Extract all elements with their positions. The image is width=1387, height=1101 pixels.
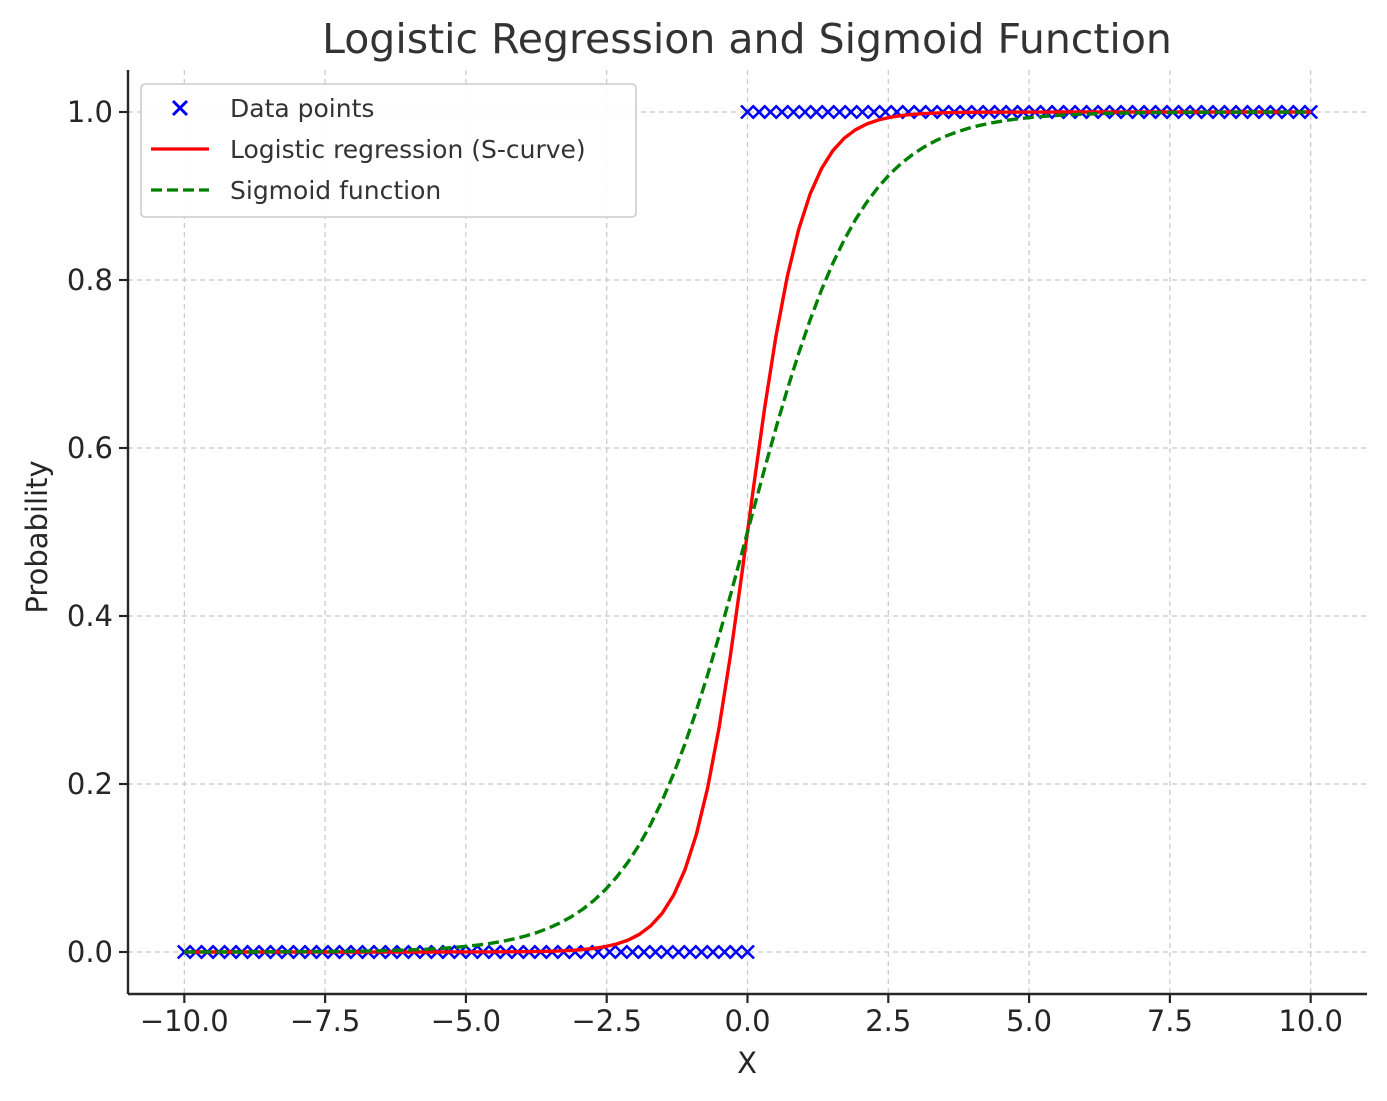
data-point [705, 944, 721, 960]
data-point [774, 104, 790, 120]
data-point [1303, 104, 1319, 120]
x-tick-label: 10.0 [1278, 1004, 1343, 1038]
legend-item-sigmoid: Sigmoid function [151, 176, 441, 205]
data-point [866, 104, 882, 120]
legend-label-logistic-regression: Logistic regression (S-curve) [230, 135, 586, 164]
legend-item-logistic-regression: Logistic regression (S-curve) [151, 135, 586, 164]
data-point [648, 944, 663, 960]
data-point [717, 944, 732, 960]
legend: Data points Logistic regression (S-curve… [140, 83, 637, 218]
data-point [659, 944, 675, 960]
data-point [797, 104, 813, 120]
data-point [625, 944, 640, 960]
data-point [763, 104, 778, 120]
data-point [820, 104, 836, 120]
x-tick-label: −10.0 [140, 1004, 229, 1038]
x-tick-label: −2.5 [571, 1004, 641, 1038]
axes [119, 70, 1367, 1003]
data-point [843, 104, 859, 120]
x-marker-icon [171, 99, 189, 117]
legend-label-sigmoid: Sigmoid function [230, 176, 441, 205]
x-tick-label: 0.0 [724, 1004, 770, 1038]
chart-title: Logistic Regression and Sigmoid Function [322, 15, 1172, 63]
data-point [176, 944, 192, 960]
x-tick-label: 7.5 [1147, 1004, 1193, 1038]
data-point [751, 104, 767, 120]
y-tick-label: 1.0 [67, 95, 113, 129]
x-axis-label: X [737, 1046, 757, 1080]
tick-labels: −10.0 −7.5 −5.0 −2.5 0.0 2.5 5.0 7.5 10.0 0.0 0.2 0… [67, 95, 1343, 1038]
legend-swatch-data-points [171, 99, 189, 117]
legend-label-data-points: Data points [230, 94, 374, 123]
y-tick-label: 0.4 [67, 599, 113, 633]
sigmoid-line [184, 110, 1311, 954]
data-point [671, 944, 686, 960]
data-point [567, 944, 583, 960]
plot-area [176, 104, 1319, 960]
data-point [740, 944, 755, 960]
y-tick-label: 0.6 [67, 431, 113, 465]
y-tick-label: 0.2 [67, 767, 113, 801]
data-point [855, 104, 870, 120]
data-point [832, 104, 847, 120]
data-point [912, 104, 928, 120]
data-point [740, 104, 755, 120]
x-tick-label: 5.0 [1006, 1004, 1052, 1038]
data-point [728, 944, 744, 960]
y-tick-label: 0.0 [67, 935, 113, 969]
x-tick-label: −5.0 [431, 1004, 501, 1038]
x-tick-label: −7.5 [290, 1004, 360, 1038]
legend-frame [140, 83, 637, 218]
x-tick-label: 2.5 [865, 1004, 911, 1038]
data-point [636, 944, 652, 960]
data-point [694, 944, 709, 960]
data-point [682, 944, 698, 960]
data-point [809, 104, 824, 120]
data-point [786, 104, 801, 120]
data-point [613, 944, 629, 960]
legend-item-data-points: Data points [171, 94, 374, 123]
y-axis-label: Probability [20, 460, 54, 613]
y-tick-label: 0.8 [67, 263, 113, 297]
